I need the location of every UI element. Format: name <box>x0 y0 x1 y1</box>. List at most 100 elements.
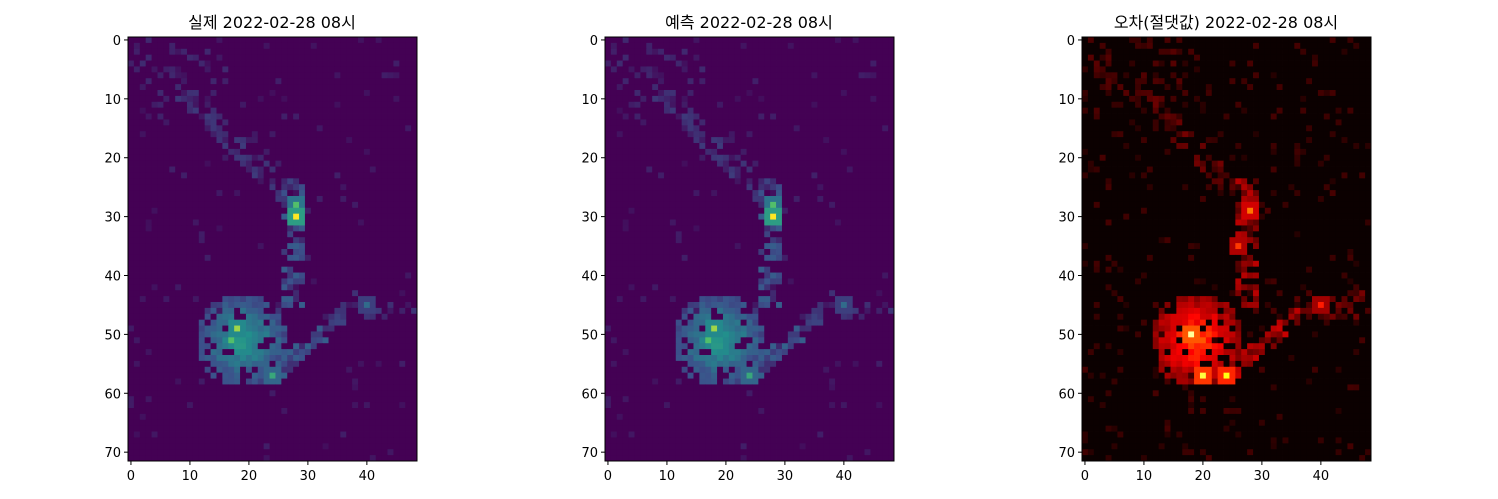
heatmap-cell <box>746 125 753 132</box>
heatmap-cell <box>293 319 300 326</box>
heatmap-cell <box>281 331 288 338</box>
heatmap-cell <box>799 101 806 109</box>
heatmap-cell <box>169 302 176 309</box>
heatmap-cell <box>310 101 318 109</box>
heatmap-cell <box>169 260 176 268</box>
heatmap-cell <box>139 402 147 409</box>
heatmap-cell <box>858 160 865 167</box>
heatmap-cell <box>399 249 406 256</box>
heatmap-cell <box>186 137 194 144</box>
heatmap-cell <box>269 455 276 462</box>
heatmap-cell <box>269 166 276 173</box>
heatmap-cell <box>151 48 158 56</box>
heatmap-cell <box>181 360 188 368</box>
heatmap-cell <box>257 355 265 362</box>
heatmap-cell <box>405 72 412 79</box>
heatmap-cell <box>145 113 152 120</box>
heatmap-cell <box>681 119 688 126</box>
heatmap-cell <box>770 84 777 91</box>
heatmap-cell <box>646 78 653 85</box>
heatmap-cell <box>234 319 241 326</box>
heatmap-cell <box>375 343 383 350</box>
heatmap-cell <box>304 313 312 321</box>
heatmap-cell <box>393 384 400 391</box>
heatmap-cell <box>151 355 158 362</box>
heatmap-cell <box>310 278 318 285</box>
heatmap-cell <box>805 101 812 109</box>
heatmap-cell <box>334 148 341 156</box>
heatmap-cell <box>358 84 365 91</box>
heatmap-cell <box>310 290 318 297</box>
heatmap-cell <box>181 84 188 91</box>
heatmap-cell <box>628 90 635 97</box>
heatmap-cell <box>340 113 347 120</box>
heatmap-cell <box>823 166 830 173</box>
heatmap-cell <box>346 143 353 150</box>
heatmap-cell <box>316 355 324 362</box>
heatmap-cell <box>352 190 359 197</box>
heatmap-cell <box>186 372 194 379</box>
heatmap-cell <box>781 48 789 56</box>
heatmap-cell <box>681 201 688 209</box>
heatmap-cell <box>352 125 359 132</box>
heatmap-cell <box>263 290 270 297</box>
heatmap-cell <box>293 402 300 409</box>
heatmap-cell <box>717 37 724 44</box>
heatmap-cell <box>169 119 176 126</box>
heatmap-cell <box>275 72 282 79</box>
heatmap-cell <box>393 284 400 291</box>
heatmap-cell <box>139 325 147 332</box>
heatmap-cell <box>799 131 806 138</box>
heatmap-cell <box>299 143 306 150</box>
heatmap-cell <box>198 254 206 262</box>
heatmap-cell <box>322 131 329 138</box>
heatmap-cell <box>752 60 759 67</box>
heatmap-cell <box>186 302 194 309</box>
heatmap-cell <box>823 60 830 67</box>
heatmap-cell <box>835 131 842 138</box>
heatmap-cell <box>263 266 270 273</box>
heatmap-cell <box>133 425 141 432</box>
heatmap-cell <box>216 37 223 44</box>
heatmap-cell <box>352 319 359 326</box>
heatmap-cell <box>393 154 400 162</box>
heatmap-cell <box>275 154 282 162</box>
heatmap-cell <box>316 172 324 179</box>
heatmap-cell <box>139 160 147 167</box>
heatmap-cell <box>669 113 677 120</box>
heatmap-cell <box>151 313 158 321</box>
heatmap-cell <box>151 331 158 338</box>
heatmap-cell <box>411 119 418 126</box>
heatmap-cell <box>192 137 200 144</box>
heatmap-cell <box>139 148 147 156</box>
heatmap-cell <box>240 243 247 250</box>
heatmap-cell <box>681 107 688 114</box>
heatmap-cell <box>257 184 265 191</box>
heatmap-cell <box>128 307 135 315</box>
heatmap-cell <box>823 113 830 120</box>
heatmap-cell <box>387 72 394 79</box>
heatmap-cell <box>287 390 294 397</box>
heatmap-cell <box>675 190 683 197</box>
heatmap-cell <box>151 302 158 309</box>
heatmap-cell <box>387 107 394 114</box>
heatmap-cell <box>622 113 629 120</box>
heatmap-cell <box>228 443 235 450</box>
heatmap-cell <box>669 131 677 138</box>
heatmap-cell <box>352 343 359 350</box>
heatmap-cell <box>139 408 147 415</box>
heatmap-cell <box>840 196 848 203</box>
heatmap-cell <box>375 143 383 150</box>
heatmap-cell <box>157 201 164 209</box>
heatmap-cell <box>634 137 641 144</box>
heatmap-cell <box>210 154 217 162</box>
heatmap-cell <box>133 148 141 156</box>
heatmap-cell <box>381 307 388 315</box>
heatmap-cell <box>240 160 247 167</box>
heatmap-cell <box>299 66 306 73</box>
heatmap-cell <box>310 437 318 444</box>
heatmap-cell <box>222 278 229 285</box>
heatmap-cell <box>157 366 164 374</box>
heatmap-cell <box>328 302 335 309</box>
heatmap-cell <box>358 178 365 185</box>
